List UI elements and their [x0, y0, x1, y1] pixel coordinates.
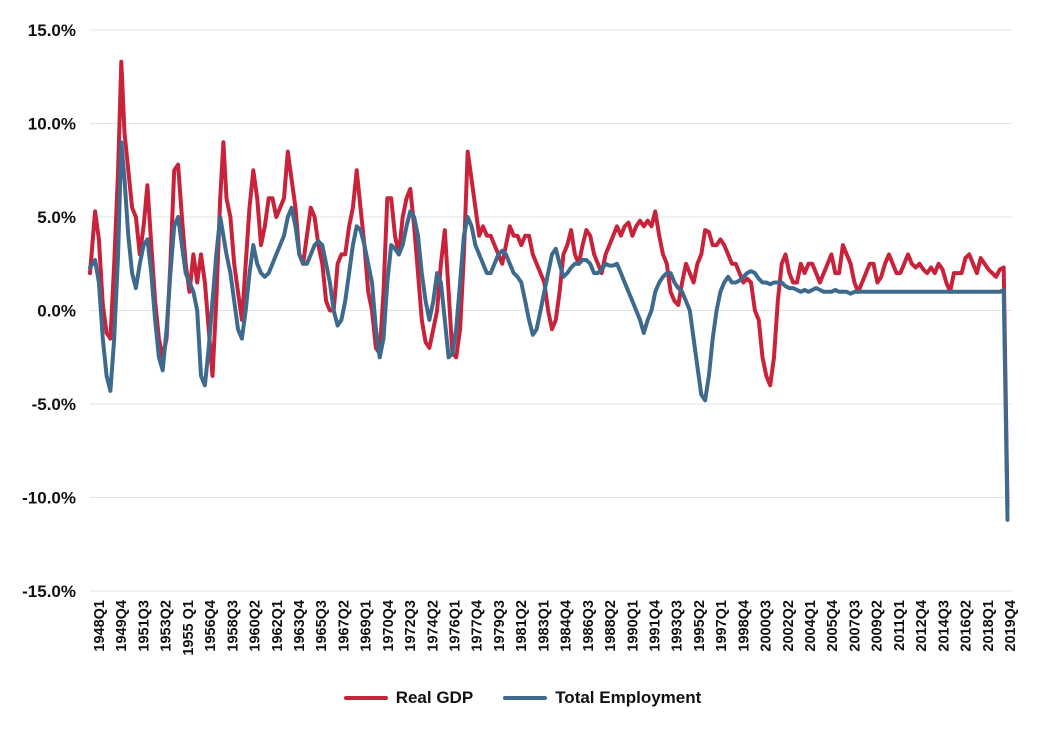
x-tick-label: 2019Q4 [1003, 600, 1019, 652]
x-tick-label: 1963Q4 [292, 600, 308, 652]
legend: Real GDP Total Employment [0, 688, 1045, 708]
x-tick-label: 1948Q1 [92, 600, 108, 652]
legend-swatch-real-gdp [343, 696, 388, 700]
y-tick-label: -5.0% [32, 395, 76, 414]
x-tick-label: 1967Q2 [336, 600, 352, 652]
series-line-total-employment [88, 140, 1010, 522]
x-tick-label: 2005Q4 [825, 600, 841, 652]
x-tick-label: 1976Q1 [448, 600, 464, 652]
x-tick-label: 1970Q4 [381, 600, 397, 652]
x-tick-label: 1958Q3 [225, 600, 241, 652]
x-tick-label: 1995Q2 [692, 600, 708, 652]
legend-swatch-total-employment [503, 696, 548, 700]
x-tick-label: 1997Q1 [714, 600, 730, 652]
gridlines [90, 29, 1012, 592]
x-tick-label: 1949Q4 [114, 600, 130, 652]
x-tick-label: 2012Q4 [914, 600, 930, 652]
x-tick-label: 2009Q2 [870, 600, 886, 652]
legend-label-real-gdp: Real GDP [395, 688, 474, 707]
y-tick-label: 5.0% [37, 208, 76, 227]
x-tick-label: 1962Q1 [270, 600, 286, 652]
x-tick-label: 1988Q2 [603, 600, 619, 652]
x-tick-label: 1969Q1 [359, 600, 375, 652]
x-tick-label: 1986Q3 [581, 600, 597, 652]
x-tick-label: 1979Q3 [492, 600, 508, 652]
legend-item-real-gdp: Real GDP [343, 688, 474, 708]
series-lines [88, 59, 1010, 522]
x-tick-label: 1981Q2 [514, 600, 530, 652]
x-tick-label: 2011Q1 [892, 600, 908, 651]
x-tick-label: 2004Q1 [803, 600, 819, 652]
x-axis-tick-labels: 1948Q1 1949Q4 1951Q3 1953Q2 1955 Q1 1956Q4 195… [92, 600, 1019, 656]
y-tick-label: 0.0% [37, 302, 76, 321]
x-tick-label: 2018Q1 [981, 600, 997, 652]
x-tick-label: 2002Q2 [781, 600, 797, 652]
y-tick-label: 10.0% [28, 115, 76, 134]
x-tick-label: 1983Q1 [536, 600, 552, 652]
x-tick-label: 1993Q3 [670, 600, 686, 652]
x-tick-label: 1991Q4 [647, 600, 663, 652]
y-axis-tick-labels: 15.0% 10.0% 5.0% 0.0% -5.0% -10.0% -15.0% [22, 21, 76, 601]
x-tick-label: 1960Q2 [248, 600, 264, 652]
x-tick-label: 1974Q2 [425, 600, 441, 652]
x-tick-label: 2000Q3 [759, 600, 775, 652]
x-tick-label: 1977Q4 [470, 600, 486, 652]
x-tick-label: 1984Q4 [559, 600, 575, 652]
line-chart: 15.0% 10.0% 5.0% 0.0% -5.0% -10.0% -15.0% 1948… [22, 21, 1019, 656]
x-tick-label: 1953Q2 [159, 600, 175, 652]
x-tick-label: 1990Q1 [625, 600, 641, 652]
x-tick-label: 2016Q2 [959, 600, 975, 652]
legend-label-total-employment: Total Employment [555, 688, 702, 707]
x-tick-label: 1956Q4 [203, 600, 219, 652]
y-tick-label: -10.0% [22, 489, 76, 508]
x-tick-label: 1972Q3 [403, 600, 419, 652]
y-tick-label: 15.0% [28, 21, 76, 40]
x-tick-label: 1955 Q1 [181, 600, 197, 656]
x-tick-label: 1965Q3 [314, 600, 330, 652]
series-line-real-gdp [88, 59, 1010, 509]
legend-item-total-employment: Total Employment [503, 688, 701, 708]
x-tick-label: 2007Q3 [847, 600, 863, 652]
x-tick-label: 2014Q3 [936, 600, 952, 652]
x-tick-label: 1951Q3 [136, 600, 152, 652]
y-tick-label: -15.0% [22, 582, 76, 601]
x-tick-label: 1998Q4 [736, 600, 752, 652]
